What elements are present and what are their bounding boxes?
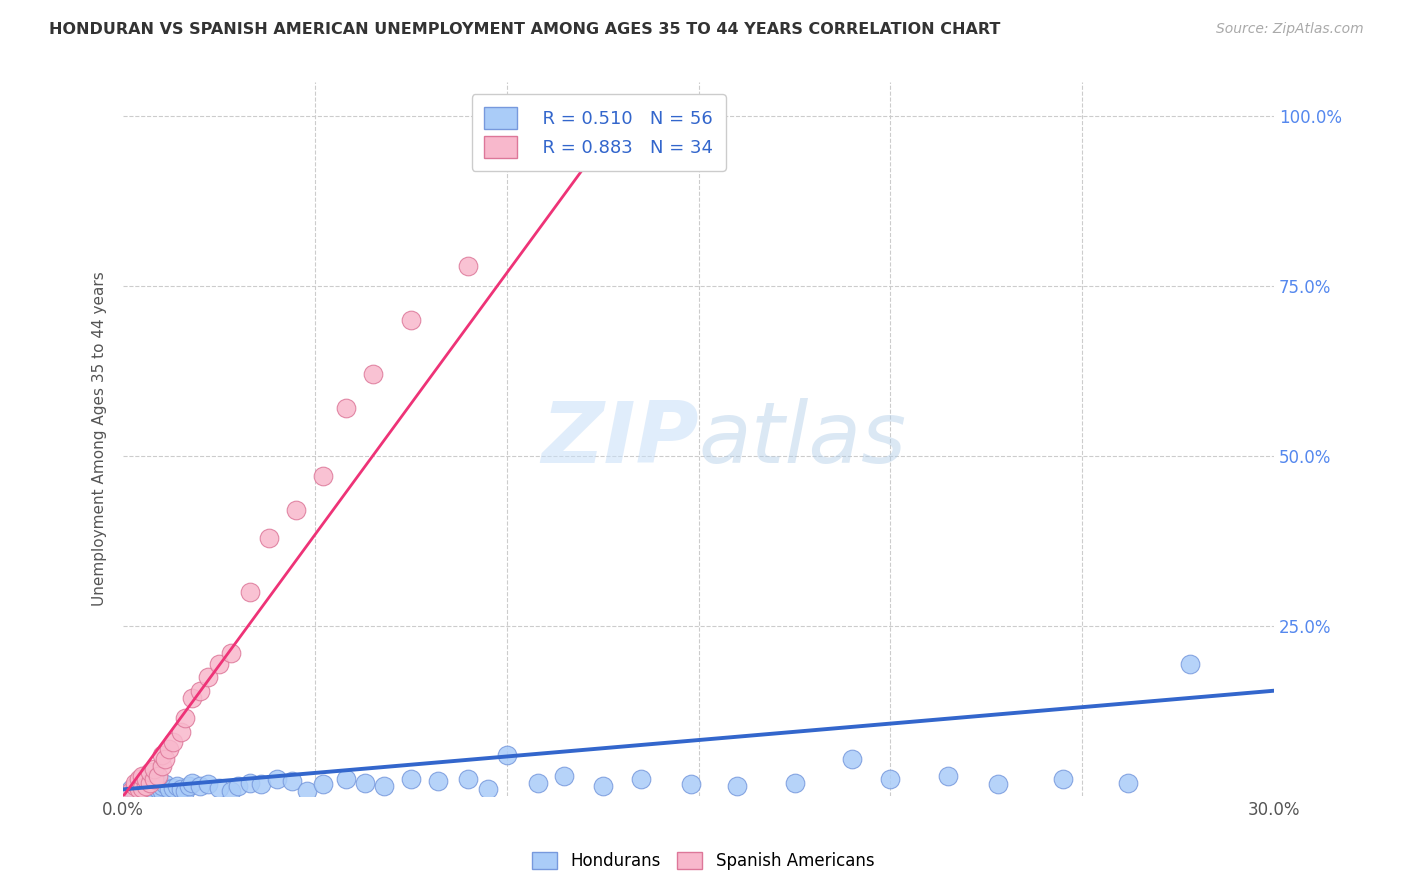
Point — [987, 777, 1010, 791]
Point — [879, 772, 901, 786]
Point — [181, 775, 204, 789]
Point — [1178, 657, 1201, 671]
Point — [361, 368, 384, 382]
Point — [143, 786, 166, 800]
Point — [170, 724, 193, 739]
Point — [426, 774, 449, 789]
Point — [124, 779, 146, 793]
Point — [335, 401, 357, 416]
Point — [281, 774, 304, 789]
Point — [139, 765, 162, 780]
Point — [155, 752, 177, 766]
Point — [120, 782, 142, 797]
Point — [219, 646, 242, 660]
Point — [166, 779, 188, 793]
Point — [150, 758, 173, 772]
Point — [197, 670, 219, 684]
Point — [257, 531, 280, 545]
Point — [146, 775, 169, 789]
Text: atlas: atlas — [699, 398, 907, 481]
Point — [841, 752, 863, 766]
Point — [373, 779, 395, 793]
Point — [725, 779, 748, 793]
Text: ZIP: ZIP — [541, 398, 699, 481]
Point — [128, 772, 150, 786]
Point — [131, 779, 153, 793]
Text: HONDURAN VS SPANISH AMERICAN UNEMPLOYMENT AMONG AGES 35 TO 44 YEARS CORRELATION : HONDURAN VS SPANISH AMERICAN UNEMPLOYMEN… — [49, 22, 1001, 37]
Point — [131, 786, 153, 800]
Point — [181, 690, 204, 705]
Point — [399, 313, 422, 327]
Point — [170, 782, 193, 797]
Point — [128, 782, 150, 797]
Point — [135, 783, 157, 797]
Point — [128, 780, 150, 795]
Point — [131, 769, 153, 783]
Point — [312, 469, 335, 483]
Text: Source: ZipAtlas.com: Source: ZipAtlas.com — [1216, 22, 1364, 37]
Point — [139, 775, 162, 789]
Point — [1052, 772, 1074, 786]
Point — [208, 657, 231, 671]
Point — [399, 772, 422, 786]
Point — [150, 783, 173, 797]
Point — [526, 775, 548, 789]
Point — [146, 782, 169, 797]
Point — [135, 772, 157, 786]
Point — [936, 769, 959, 783]
Point — [146, 769, 169, 783]
Point — [457, 772, 479, 786]
Legend: Hondurans, Spanish Americans: Hondurans, Spanish Americans — [526, 845, 880, 877]
Point — [457, 259, 479, 273]
Point — [124, 775, 146, 789]
Point — [135, 779, 157, 793]
Point — [173, 711, 195, 725]
Point — [143, 772, 166, 786]
Point — [162, 735, 184, 749]
Point — [630, 772, 652, 786]
Point — [188, 683, 211, 698]
Point — [143, 762, 166, 776]
Point — [228, 779, 250, 793]
Point — [219, 783, 242, 797]
Point — [1116, 775, 1139, 789]
Point — [477, 782, 499, 797]
Point — [335, 772, 357, 786]
Point — [143, 779, 166, 793]
Point — [312, 777, 335, 791]
Point — [354, 775, 377, 789]
Point — [157, 741, 180, 756]
Y-axis label: Unemployment Among Ages 35 to 44 years: Unemployment Among Ages 35 to 44 years — [93, 272, 107, 607]
Point — [188, 779, 211, 793]
Point — [197, 777, 219, 791]
Point — [495, 748, 517, 763]
Point — [173, 783, 195, 797]
Point — [131, 780, 153, 795]
Point — [208, 780, 231, 795]
Point — [124, 783, 146, 797]
Point — [592, 779, 614, 793]
Point — [679, 777, 702, 791]
Point — [177, 779, 200, 793]
Point — [162, 780, 184, 795]
Point — [139, 782, 162, 797]
Point — [266, 772, 288, 786]
Point — [139, 775, 162, 789]
Point — [297, 783, 319, 797]
Point — [135, 777, 157, 791]
Point — [239, 585, 262, 599]
Point — [553, 769, 575, 783]
Point — [157, 782, 180, 797]
Point — [250, 777, 273, 791]
Point — [155, 777, 177, 791]
Point — [239, 775, 262, 789]
Point — [150, 779, 173, 793]
Point — [150, 748, 173, 763]
Legend:   R = 0.510   N = 56,   R = 0.883   N = 34: R = 0.510 N = 56, R = 0.883 N = 34 — [472, 95, 725, 171]
Point — [120, 783, 142, 797]
Point — [284, 503, 307, 517]
Point — [783, 775, 806, 789]
